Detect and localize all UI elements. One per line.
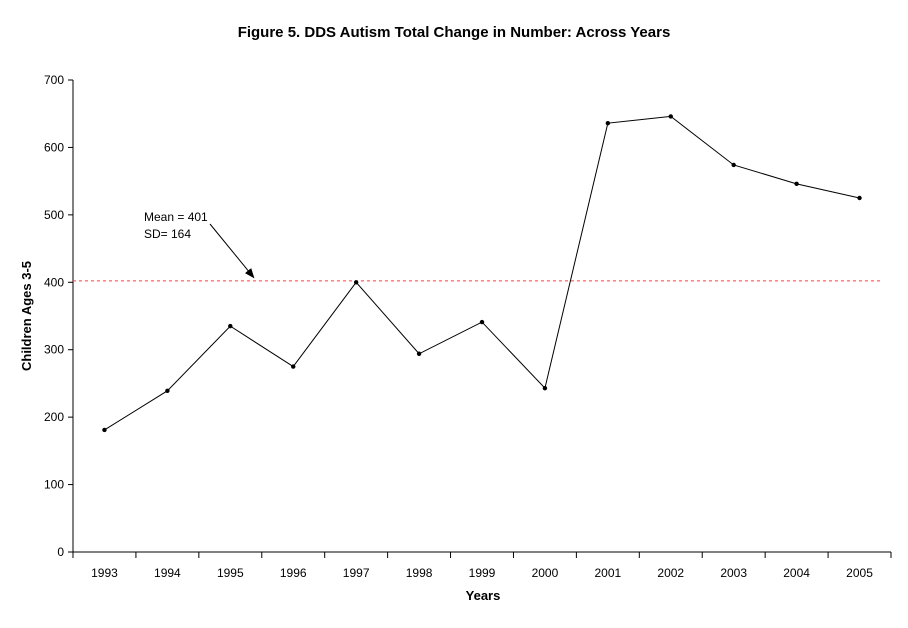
- data-point: [291, 364, 296, 369]
- data-point: [102, 427, 107, 433]
- data-point: [668, 114, 673, 119]
- y-tick-label: 100: [44, 478, 64, 492]
- y-axis-label: Children Ages 3-5: [19, 261, 34, 371]
- y-tick-label: 600: [44, 140, 64, 154]
- chart-title: Figure 5. DDS Autism Total Change in Num…: [238, 24, 671, 41]
- annotation-text: Mean = 401: [144, 210, 208, 224]
- data-point: [542, 385, 548, 391]
- x-tick-label: 2000: [532, 566, 559, 580]
- annotation-group: Mean = 401 SD= 164: [144, 210, 255, 279]
- data-point: [731, 162, 736, 168]
- x-tick-label: 2002: [657, 566, 684, 580]
- x-tick-label: 1995: [217, 566, 244, 580]
- axes: 0 100 200 300 400 500 600 700 1993 1994 1995 1996 19…: [44, 73, 892, 580]
- x-tick-label: 1993: [91, 566, 118, 580]
- data-point: [605, 120, 611, 126]
- x-tick-label: 2004: [783, 566, 810, 580]
- y-tick-label: 500: [44, 208, 64, 222]
- x-axis-label: Years: [466, 588, 501, 603]
- series-line: [104, 115, 860, 431]
- data-point: [353, 280, 359, 285]
- x-tick-label: 1996: [280, 566, 307, 580]
- x-tick-label: 2001: [594, 566, 621, 580]
- y-tick-label: 700: [44, 73, 64, 87]
- data-point: [416, 351, 422, 356]
- x-tick-label: 1997: [343, 566, 370, 580]
- x-tick-label: 2005: [846, 566, 873, 580]
- annotation-text: SD= 164: [144, 227, 191, 241]
- data-point: [228, 323, 233, 329]
- data-point: [857, 195, 862, 201]
- x-tick-label: 1998: [406, 566, 433, 580]
- annotation-arrow: [209, 223, 255, 279]
- data-point: [794, 181, 799, 187]
- y-tick-label: 200: [44, 410, 64, 424]
- series-group: [102, 114, 862, 433]
- x-tick-label: 2003: [720, 566, 747, 580]
- y-tick-label: 400: [44, 275, 64, 289]
- data-point: [479, 319, 485, 325]
- y-tick-label: 300: [44, 343, 64, 357]
- x-tick-label: 1999: [469, 566, 496, 580]
- x-tick-label: 1994: [154, 566, 181, 580]
- y-tick-label: 0: [57, 545, 64, 559]
- data-point: [165, 388, 170, 394]
